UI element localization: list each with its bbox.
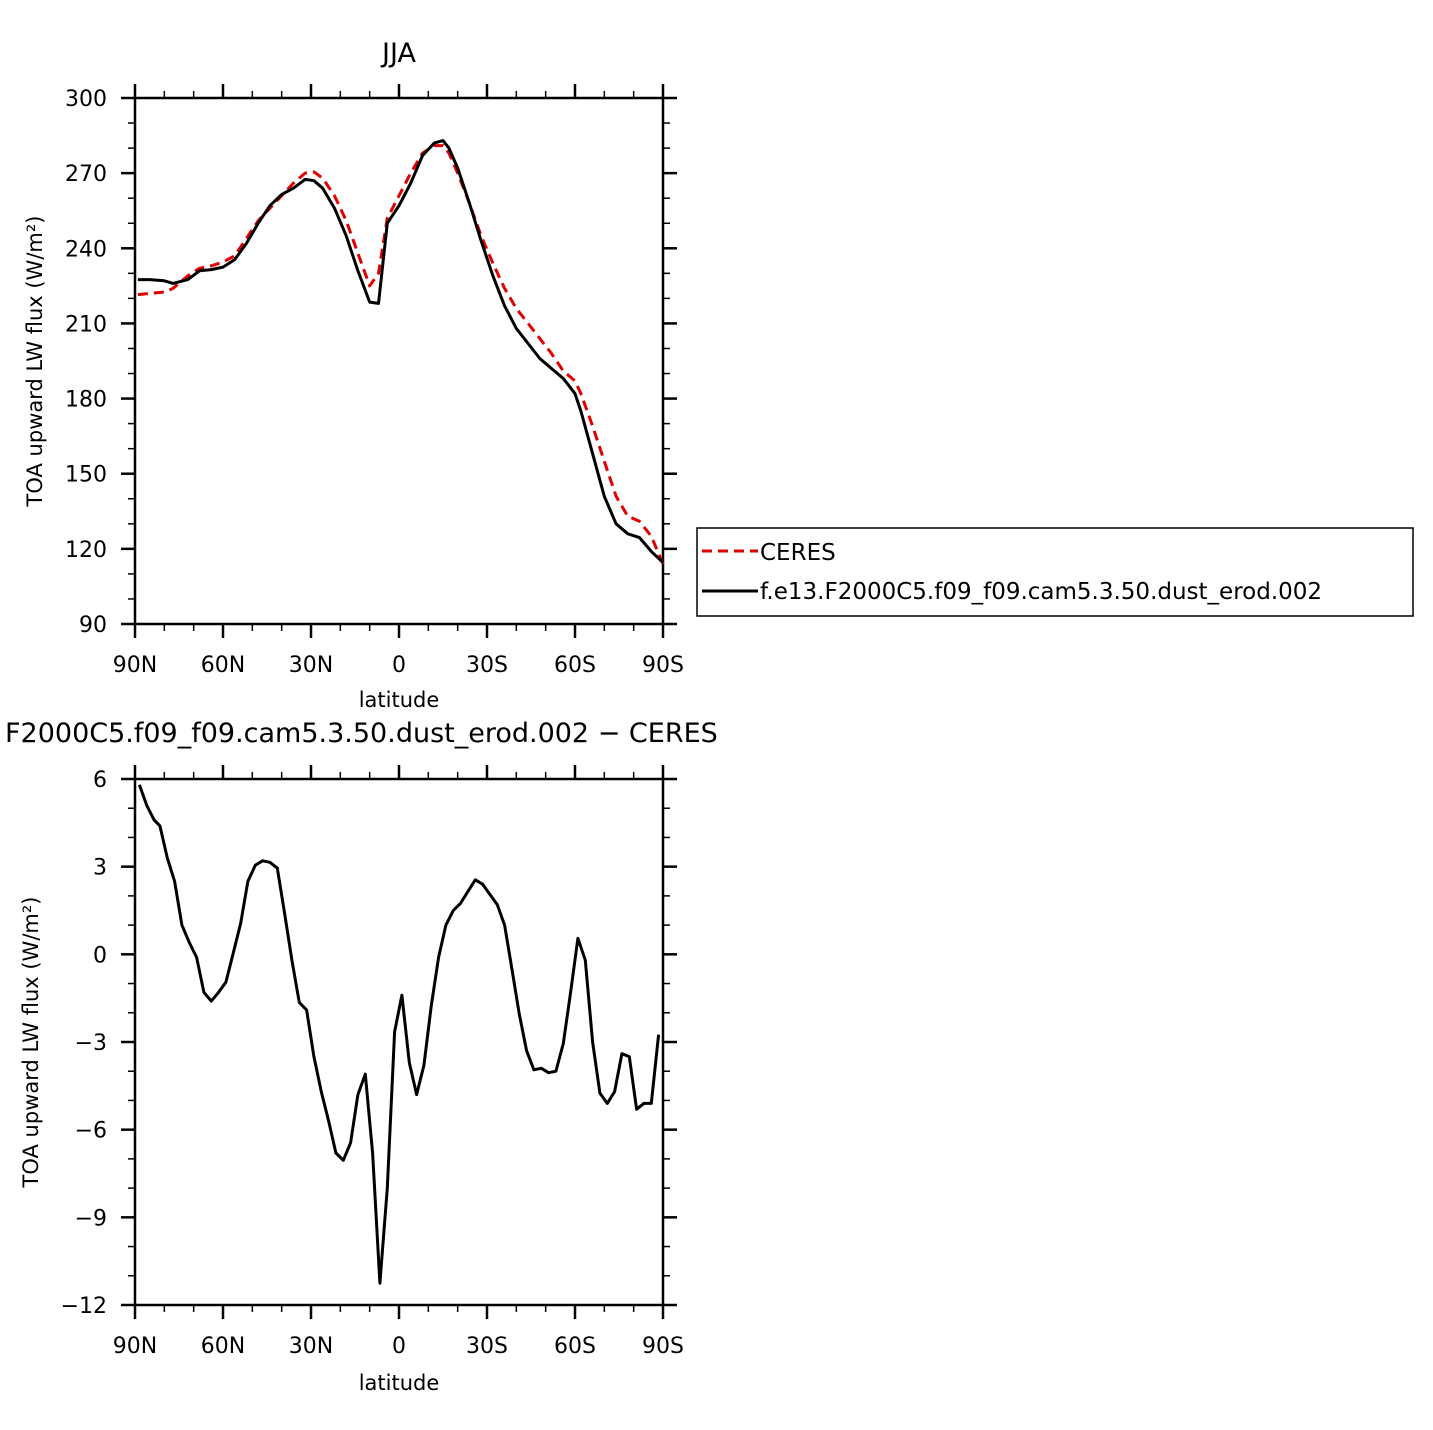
- y-tick-label: 210: [65, 312, 107, 337]
- y-tick-label: −9: [75, 1206, 107, 1231]
- y-tick-label: 240: [65, 237, 107, 262]
- legend: CERES f.e13.F2000C5.f09_f09.cam5.3.50.du…: [696, 527, 1414, 617]
- x-tick-label: 60N: [201, 1334, 245, 1359]
- y-tick-label: 150: [65, 463, 107, 488]
- legend-label-ceres: CERES: [760, 540, 836, 566]
- x-tick-label: 90S: [642, 1334, 684, 1359]
- bottom-panel-title: F2000C5.f09_f09.cam5.3.50.dust_erod.002 …: [5, 718, 718, 749]
- x-tick-label: 60S: [554, 1334, 596, 1359]
- top-x-axis-label: latitude: [359, 688, 440, 712]
- legend-box: [696, 527, 1414, 617]
- x-tick-label: 30N: [289, 653, 333, 678]
- top-y-tick-labels: 90 120 150 180 210 240 270 300: [65, 87, 107, 638]
- model-series-line: [137, 139, 665, 564]
- y-tick-label: −12: [61, 1294, 107, 1319]
- x-tick-label: 0: [392, 653, 406, 678]
- x-tick-label: 30S: [466, 653, 508, 678]
- legend-label-model: f.e13.F2000C5.f09_f09.cam5.3.50.dust_ero…: [760, 579, 1322, 605]
- x-tick-label: 0: [392, 1334, 406, 1359]
- top-panel-title: JJA: [380, 38, 416, 69]
- top-x-tick-labels: 90N 60N 30N 0 30S 60S 90S: [113, 653, 684, 678]
- x-tick-label: 60S: [554, 653, 596, 678]
- bottom-x-tick-labels: 90N 60N 30N 0 30S 60S 90S: [113, 1334, 684, 1359]
- bottom-panel: F2000C5.f09_f09.cam5.3.50.dust_erod.002 …: [5, 718, 718, 1395]
- ceres-series-line: [137, 144, 665, 565]
- x-tick-label: 90N: [113, 653, 157, 678]
- x-tick-label: 60N: [201, 653, 245, 678]
- bottom-y-tick-labels: −12 −9 −6 −3 0 3 6: [61, 768, 107, 1319]
- top-axis-ticks: [121, 84, 677, 638]
- x-tick-label: 90N: [113, 1334, 157, 1359]
- bottom-plot-frame: [133, 777, 665, 1307]
- bottom-series-lines: [137, 784, 661, 1285]
- y-tick-label: 300: [65, 87, 107, 112]
- top-panel: JJA 90 120 150 180 210 240 270 300 90N 60N 30N 0 30…: [23, 38, 1414, 712]
- top-series-lines: [137, 139, 665, 565]
- y-tick-label: 0: [93, 943, 107, 968]
- bottom-axis-ticks: [121, 765, 677, 1319]
- top-plot-frame: [133, 96, 665, 626]
- x-tick-label: 90S: [642, 653, 684, 678]
- y-tick-label: −3: [75, 1031, 107, 1056]
- y-tick-label: 120: [65, 538, 107, 563]
- x-tick-label: 30S: [466, 1334, 508, 1359]
- bottom-y-axis-label: TOA upward LW flux (W/m²): [19, 897, 43, 1189]
- y-tick-label: 270: [65, 162, 107, 187]
- y-tick-label: −6: [75, 1119, 107, 1144]
- top-y-axis-label: TOA upward LW flux (W/m²): [23, 216, 47, 508]
- y-tick-label: 180: [65, 388, 107, 413]
- bottom-x-axis-label: latitude: [359, 1371, 440, 1395]
- x-tick-label: 30N: [289, 1334, 333, 1359]
- y-tick-label: 6: [93, 768, 107, 793]
- y-tick-label: 3: [93, 856, 107, 881]
- model-series-line: [137, 784, 661, 1285]
- y-tick-label: 90: [79, 613, 107, 638]
